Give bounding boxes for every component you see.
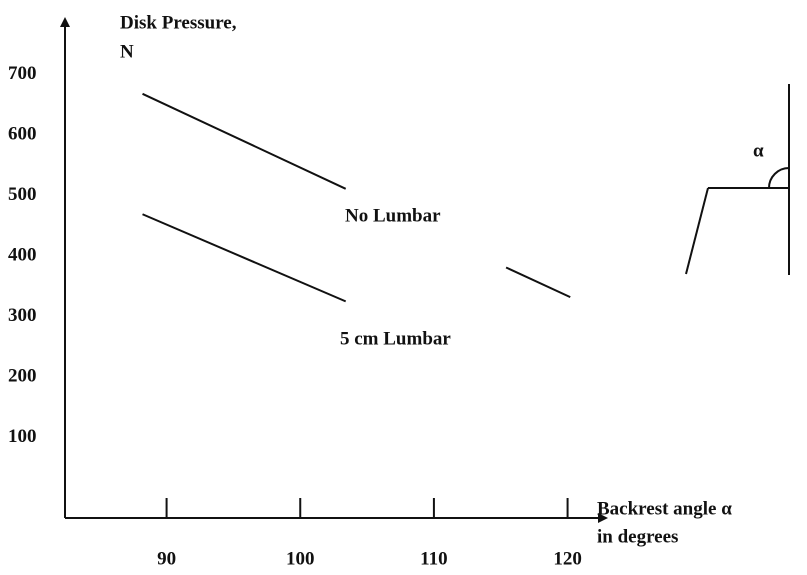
- y-tick-label: 500: [8, 184, 37, 205]
- y-tick-label: 400: [8, 244, 37, 265]
- series-label: 5 cm Lumbar: [340, 328, 451, 349]
- series-line: [142, 92, 571, 299]
- y-axis-title: N: [120, 41, 134, 62]
- x-axis-title: Backrest angle α: [597, 498, 732, 519]
- angle-label: α: [753, 140, 764, 161]
- series-label: No Lumbar: [345, 205, 441, 226]
- x-axis-title: in degrees: [597, 526, 678, 547]
- backrest-diagram: [685, 84, 790, 275]
- y-axis-title: Disk Pressure,: [120, 12, 237, 33]
- y-tick-label: 300: [8, 305, 37, 326]
- y-tick-label: 600: [8, 123, 37, 144]
- y-tick-label: 200: [8, 365, 37, 386]
- x-tick-label: 120: [553, 548, 582, 569]
- x-tick-label: 110: [420, 548, 447, 569]
- y-tick-label: 700: [8, 63, 37, 84]
- y-tick-label: 100: [8, 426, 37, 447]
- series-line: [143, 214, 571, 420]
- x-tick-label: 100: [286, 548, 315, 569]
- x-tick-label: 90: [157, 548, 176, 569]
